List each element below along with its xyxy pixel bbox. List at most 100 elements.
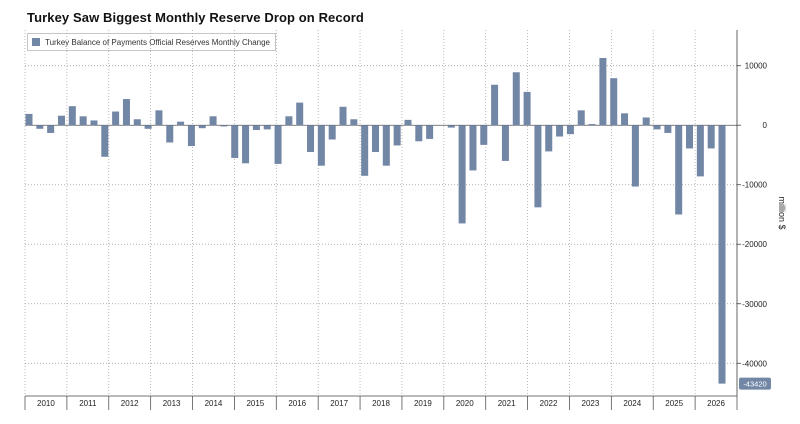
bar [231,125,239,158]
bar [155,110,163,126]
x-tick-label: 2012 [121,399,139,408]
last-value-callout: -43420 [739,377,771,390]
bar [675,125,683,215]
bar [545,125,553,152]
bar [393,125,401,146]
x-tick-label: 2010 [37,399,55,408]
bar [220,125,228,127]
callout-box [739,377,771,390]
x-axis: 2010 2011 2012 2013 2014 2015 2016 2017 2018 2019… [24,395,738,410]
bar [696,125,704,177]
bar [317,125,325,166]
y-tick-label: -20000 [742,240,767,249]
x-tick-label: 2020 [456,399,474,408]
bar [382,125,390,166]
bar [469,125,477,171]
bar [209,116,217,126]
bar [599,57,607,126]
bars [25,57,726,384]
bar [588,124,596,126]
bar [556,125,564,137]
bar [621,113,629,126]
x-tick-label: 2026 [707,399,725,408]
bar [144,125,152,129]
y-tick-label: -40000 [742,359,767,368]
x-tick-label: 2017 [330,399,348,408]
bar [166,125,174,143]
bar [177,121,185,126]
bar [447,125,455,128]
x-tick-label: 2016 [288,399,306,408]
bar [566,125,574,135]
bar [122,99,130,126]
bar [664,125,672,133]
x-tick-label: 2018 [372,399,390,408]
x-tick-label: 2013 [163,399,181,408]
bar [361,125,369,176]
bar [350,119,358,126]
bar [274,125,282,164]
bar [458,125,466,224]
bar [610,78,618,126]
bar [101,125,109,157]
legend: Turkey Balance of Payments Official Rese… [27,33,276,51]
chart-title: Turkey Saw Biggest Monthly Reserve Drop … [27,10,364,25]
y-tick-label: 0 [763,121,768,130]
bar [296,102,304,126]
y-axis-label: million $ [777,196,787,229]
x-tick-label: 2011 [79,399,97,408]
x-tick-label: 2024 [623,399,641,408]
bar [718,125,726,384]
bar [252,125,260,130]
x-tick-label: 2014 [205,399,223,408]
x-tick-label: 2019 [414,399,432,408]
x-tick-label: 2022 [540,399,558,408]
bar [339,106,347,126]
bar [426,125,434,139]
bar [491,84,499,126]
bar [47,125,55,133]
bar [263,125,271,130]
x-tick-label: 2025 [665,399,683,408]
bar [480,125,488,145]
callout-value: -43420 [743,380,766,389]
bar [90,120,98,126]
bar [79,116,87,126]
bar [57,115,65,126]
bar [653,125,661,130]
bar [512,72,520,126]
bar [112,111,120,126]
bar [198,125,206,129]
y-tick-label: -30000 [742,300,767,309]
bar [25,113,33,126]
bar [307,125,315,152]
bar [285,116,293,126]
gridlines [24,30,738,396]
bar [707,125,715,149]
bar [242,125,250,164]
bar [372,125,379,152]
bar [415,125,423,142]
bar [187,125,195,147]
y-axis-ticks: 10000 0 -10000 -20000 -30000 -40000 [737,62,768,368]
bar [328,125,336,140]
bar [68,106,76,126]
bar [523,91,531,126]
bar [133,119,141,126]
bar [577,110,585,126]
x-tick-label: 2021 [498,399,516,408]
y-tick-label: 10000 [745,62,768,71]
y-tick-label: -10000 [742,181,767,190]
x-tick-label: 2015 [246,399,264,408]
bar [686,125,694,149]
x-tick-label: 2023 [582,399,600,408]
bar [36,125,44,129]
bar [631,125,639,187]
bar [534,125,542,208]
bar [404,119,412,126]
legend-label: Turkey Balance of Payments Official Rese… [45,37,270,47]
bar [501,125,509,161]
legend-swatch [32,38,40,46]
bar [642,117,650,126]
